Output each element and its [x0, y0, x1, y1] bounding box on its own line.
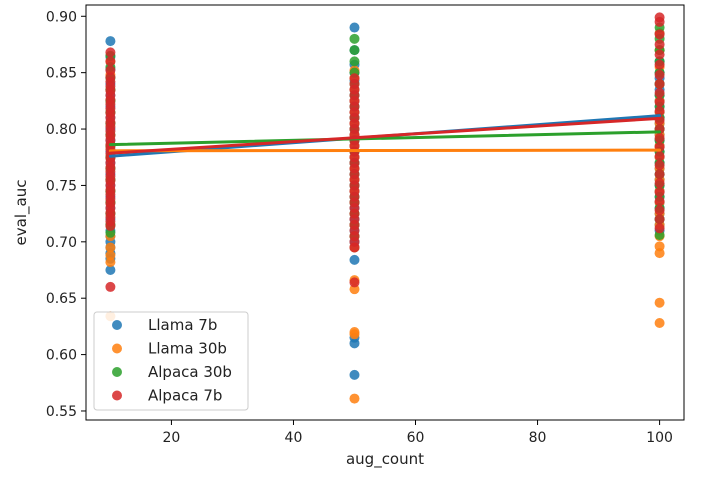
y-tick-label: 0.70 — [46, 235, 77, 251]
x-tick-label: 40 — [285, 430, 303, 446]
data-point — [349, 277, 360, 288]
data-point — [654, 49, 665, 60]
x-axis: 20 40 60 80 100 — [163, 420, 673, 446]
data-point — [654, 160, 665, 171]
data-point — [349, 369, 360, 380]
series-2-trend-line — [108, 130, 662, 147]
data-point — [654, 29, 665, 40]
legend-label: Llama 7b — [148, 316, 217, 334]
data-point — [654, 106, 665, 117]
data-point — [105, 257, 116, 268]
legend-frame — [93, 311, 249, 411]
data-point — [654, 169, 665, 180]
data-point — [654, 78, 665, 89]
data-point — [654, 59, 665, 70]
data-point — [654, 96, 665, 107]
y-tick-label: 0.80 — [46, 122, 77, 138]
data-point — [654, 248, 665, 259]
data-point — [349, 22, 360, 33]
legend: Llama 7b Llama 30b Alpaca 30b Alpaca 7b — [93, 311, 249, 411]
data-point — [654, 196, 665, 207]
data-point — [349, 33, 360, 44]
data-point — [349, 393, 360, 404]
data-point — [654, 39, 665, 50]
legend-marker — [112, 320, 122, 330]
y-tick-label: 0.85 — [46, 66, 77, 82]
y-tick-label: 0.55 — [46, 404, 77, 420]
legend-label: Llama 30b — [148, 340, 227, 358]
data-point — [654, 87, 665, 98]
trend-layer — [108, 114, 662, 158]
series-1-trend-line — [108, 148, 662, 153]
legend-label: Alpaca 30b — [148, 363, 232, 381]
plot-frame — [85, 4, 685, 421]
data-point — [105, 242, 116, 253]
data-point — [654, 133, 665, 144]
y-tick-label: 0.75 — [46, 178, 77, 194]
data-point — [349, 329, 360, 340]
x-axis-label: aug_count — [346, 450, 424, 469]
y-tick-label: 0.65 — [46, 291, 77, 307]
data-point — [654, 205, 665, 216]
data-point — [349, 338, 360, 349]
data-point — [349, 45, 360, 56]
x-tick-label: 80 — [529, 430, 547, 446]
data-point — [349, 242, 360, 253]
data-point — [105, 36, 116, 47]
x-tick-label: 100 — [646, 430, 673, 446]
data-point — [654, 223, 665, 234]
y-axis-label: eval_auc — [12, 180, 31, 246]
data-point — [654, 318, 665, 329]
data-point — [105, 56, 116, 67]
y-tick-label: 0.60 — [46, 348, 77, 364]
legend-marker — [112, 390, 122, 401]
data-point — [105, 221, 116, 232]
y-tick-label: 0.90 — [46, 9, 77, 25]
legend-label: Alpaca 7b — [148, 387, 222, 405]
data-point — [654, 214, 665, 225]
data-point — [654, 297, 665, 308]
data-point — [654, 69, 665, 80]
x-tick-label: 60 — [407, 430, 425, 446]
series-3-trend-line — [108, 116, 662, 155]
data-point — [654, 151, 665, 162]
data-point — [349, 56, 360, 67]
data-point — [105, 265, 116, 276]
y-axis: 0.55 0.60 0.65 0.70 0.75 0.80 0.85 0.90 — [46, 9, 86, 420]
data-point — [654, 178, 665, 189]
legend-marker — [112, 367, 122, 377]
data-point — [654, 16, 665, 27]
data-point — [349, 254, 360, 265]
x-tick-label: 20 — [163, 430, 181, 446]
data-point — [105, 47, 116, 58]
data-point — [654, 187, 665, 198]
legend-marker — [112, 343, 122, 354]
data-point — [105, 281, 116, 292]
